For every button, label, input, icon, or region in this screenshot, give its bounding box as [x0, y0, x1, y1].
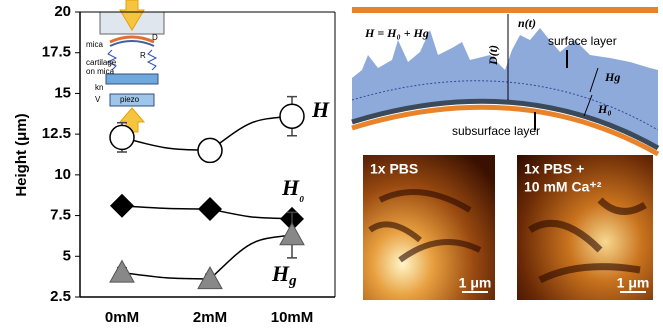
label: H₀ — [597, 102, 612, 116]
series-label: H₀ — [281, 175, 304, 203]
y-tick-label: 10 — [54, 166, 71, 183]
inset-label: piezo — [120, 95, 140, 104]
image-label: 10 mM Ca⁺² — [524, 179, 602, 195]
label: D(t) — [486, 45, 500, 66]
y-tick-label: 7.5 — [50, 207, 71, 224]
inset-label: mica — [86, 40, 103, 49]
y-tick-label: 20 — [54, 3, 71, 20]
afm-image: 1x PBS + 10 mM Ca⁺² 1 μm — [517, 155, 653, 300]
y-tick-label: 15 — [54, 84, 71, 101]
scale-label: 1 μm — [617, 275, 650, 291]
inset-label: kn — [95, 83, 103, 92]
marker — [279, 103, 305, 129]
label: n(t) — [518, 16, 536, 30]
inset-schematic: mica D R cartilage on mica kn V piezo — [86, 0, 165, 133]
scale-label: 1 μm — [459, 275, 492, 291]
equation: H = H₀ + Hg — [364, 26, 429, 40]
y-tick-label: 5 — [63, 247, 71, 264]
y-tick-label: 2.5 — [50, 288, 71, 305]
label: subsurface layer — [452, 124, 540, 138]
y-tick-label: 12.5 — [42, 125, 71, 142]
y-axis-label: Height (μm) — [13, 113, 30, 196]
series-label: Hg — [271, 261, 297, 289]
marker — [110, 193, 134, 218]
series-label: H — [311, 97, 330, 122]
layer-diagram: H = H₀ + Hg n(t) D(t) surface layer subs… — [351, 7, 660, 157]
marker — [198, 197, 222, 222]
marker — [197, 266, 223, 290]
label: surface layer — [548, 34, 617, 48]
label: Hg — [604, 70, 620, 84]
x-tick-label: 10mM — [271, 309, 314, 326]
x-tick-label: 2mM — [193, 309, 227, 326]
marker — [279, 222, 305, 246]
image-label: 1x PBS — [370, 161, 418, 177]
x-tick-label: 0mM — [105, 309, 139, 326]
y-tick-label: 17.5 — [42, 44, 71, 61]
image-label: 1x PBS + — [524, 161, 584, 177]
inset-label: on mica — [86, 67, 115, 76]
inset-label: cartilage — [86, 58, 117, 67]
inset-label: V — [95, 95, 101, 104]
marker — [109, 259, 135, 283]
inset-label: D — [152, 33, 158, 42]
marker — [197, 137, 223, 164]
afm-image: 1x PBS 1 μm — [363, 155, 495, 300]
inset-label: R — [140, 51, 146, 60]
marker — [109, 124, 135, 151]
